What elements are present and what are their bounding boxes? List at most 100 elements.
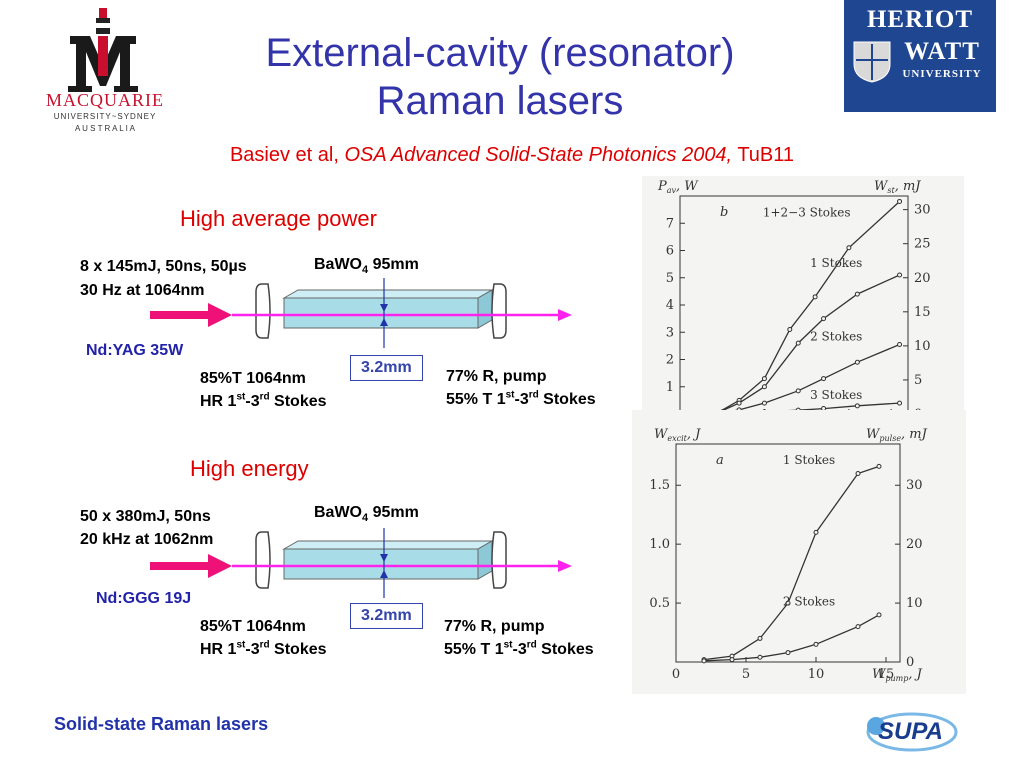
text-part: Stokes [538,391,596,408]
section1-cavity-diagram [150,278,572,348]
y2-tick-label: 10 [906,596,923,611]
series-line [717,274,900,414]
data-point [854,291,860,297]
section2-crystal-label: BaWO4 95mm [314,502,419,524]
series-line [717,201,901,414]
data-point [795,388,801,394]
plot-a: 0 5 10 15 0.5 1.0 1.5 0 10 20 30 Wexcit, J Wpulse, m… [649,427,928,683]
heriot-watt-line3: UNIVERSITY [902,68,982,80]
section2-beam-size: 3.2mm [350,603,423,629]
crystal-name: BaWO [314,256,362,273]
x-axis-label: Wpump, J [872,667,923,683]
y2-tick-label: 30 [914,203,931,218]
superscript: st [505,389,515,401]
panel-label: b [720,205,728,220]
x-tick-label: 10 [808,667,825,682]
data-point [876,612,882,618]
crystal-subscript: 4 [362,512,369,525]
superscript: rd [259,391,270,403]
plot-frame [675,443,901,663]
y2-tick-label: 5 [914,373,922,388]
y-tick-label: 1.0 [649,537,670,552]
macquarie-sub2: A U S T R A L I A [75,124,135,133]
x-tick-label: 15 [878,667,895,682]
section1-output-mirror-line2: 55% T 1st-3rd Stokes [446,389,596,411]
input-mirror [255,531,271,589]
superscript: rd [528,389,539,401]
data-point [821,376,827,382]
data-point [855,470,861,476]
data-point [795,340,801,346]
slide-title-line1: External-cavity (resonator) [265,31,735,75]
section2-laser-label: Nd:GGG 19J [96,590,192,607]
series-line [703,465,880,661]
beam-size-arrow-down [380,554,388,562]
x-tick-label: 5 [742,667,750,682]
section1-pump-line1: 8 x 145mJ, 50ns, 50µs [80,258,247,275]
y2-axis-label: Wst, mJ [874,179,921,195]
data-point [761,376,767,382]
y2-tick-label: 20 [906,537,923,552]
data-point [757,654,763,660]
citation-journal: OSA Advanced Solid-State Photonics 2004, [344,144,733,166]
text-part: Stokes [269,641,327,658]
output-arrow [558,309,572,321]
series-label: 1 Stokes [783,453,835,467]
section1-pump-line2: 30 Hz at 1064nm [80,282,205,299]
y2-tick-label: 30 [906,478,923,493]
section1-output-mirror-line1: 77% R, pump [446,368,547,385]
y-tick-label: 0.5 [649,596,670,611]
data-point [876,463,882,469]
data-point [785,600,791,606]
data-point [761,400,767,406]
y-tick-label: 4 [666,298,674,313]
heriot-watt-logo: HERIOT WATT UNIVERSITY [844,0,996,112]
section2-input-mirror-line1: 85%T 1064nm [200,618,306,635]
macquarie-lighthouse-icon [68,8,138,92]
superscript: st [236,639,246,651]
macquarie-name: MACQUARIE [45,90,164,110]
section1-input-mirror-line1: 85%T 1064nm [200,370,306,387]
data-point [897,400,903,406]
section1-heading: High average power [180,206,377,231]
superscript: st [236,391,246,403]
superscript: st [503,639,513,651]
crest-icon [853,41,891,83]
y2-tick-label: 10 [914,339,931,354]
text-part: HR 1 [200,641,237,658]
data-point [729,657,735,663]
output-mirror [491,283,507,339]
raman-crystal [283,297,479,329]
data-point [812,294,818,300]
section1-input-mirror-line2: HR 1st-3rd Stokes [200,391,327,413]
data-point [846,245,852,251]
superscript: rd [526,639,537,651]
section2-pump-line2: 20 kHz at 1062nm [80,531,214,548]
beam-size-arrow-up [380,570,388,578]
series-label: 1+2−3 Stokes [763,205,851,219]
section2-input-mirror-line2: HR 1st-3rd Stokes [200,639,327,661]
citation: Basiev et al, OSA Advanced Solid-State P… [0,144,1024,167]
plot-frame [679,195,909,415]
citation-code: TuB11 [732,144,795,166]
series-line [717,343,900,415]
crystal-length: 95mm [368,504,419,521]
x-tick-label: 0 [672,667,680,682]
y2-axis-label: Wpulse, mJ [866,427,928,443]
supa-name: SUPA [878,718,943,745]
y-tick-label: 3 [666,325,674,340]
text-part: 55% T 1 [444,641,504,658]
data-point [761,384,767,390]
crystal-subscript: 4 [362,264,369,277]
macquarie-sub1: UNIVERSITY~SYDNEY [53,112,157,121]
text-part: -3 [514,391,529,408]
data-point [701,658,707,664]
y-axis-label: Wexcit, J [654,427,701,443]
y-tick-label: 1 [666,380,674,395]
slide-title-line2: Raman lasers [376,79,624,123]
crystal-length: 95mm [368,256,419,273]
series-label: 2 Stokes [810,329,862,343]
y-tick-label: 5 [666,271,674,286]
footer-text: Solid-state Raman lasers [54,714,269,734]
data-point [757,635,763,641]
